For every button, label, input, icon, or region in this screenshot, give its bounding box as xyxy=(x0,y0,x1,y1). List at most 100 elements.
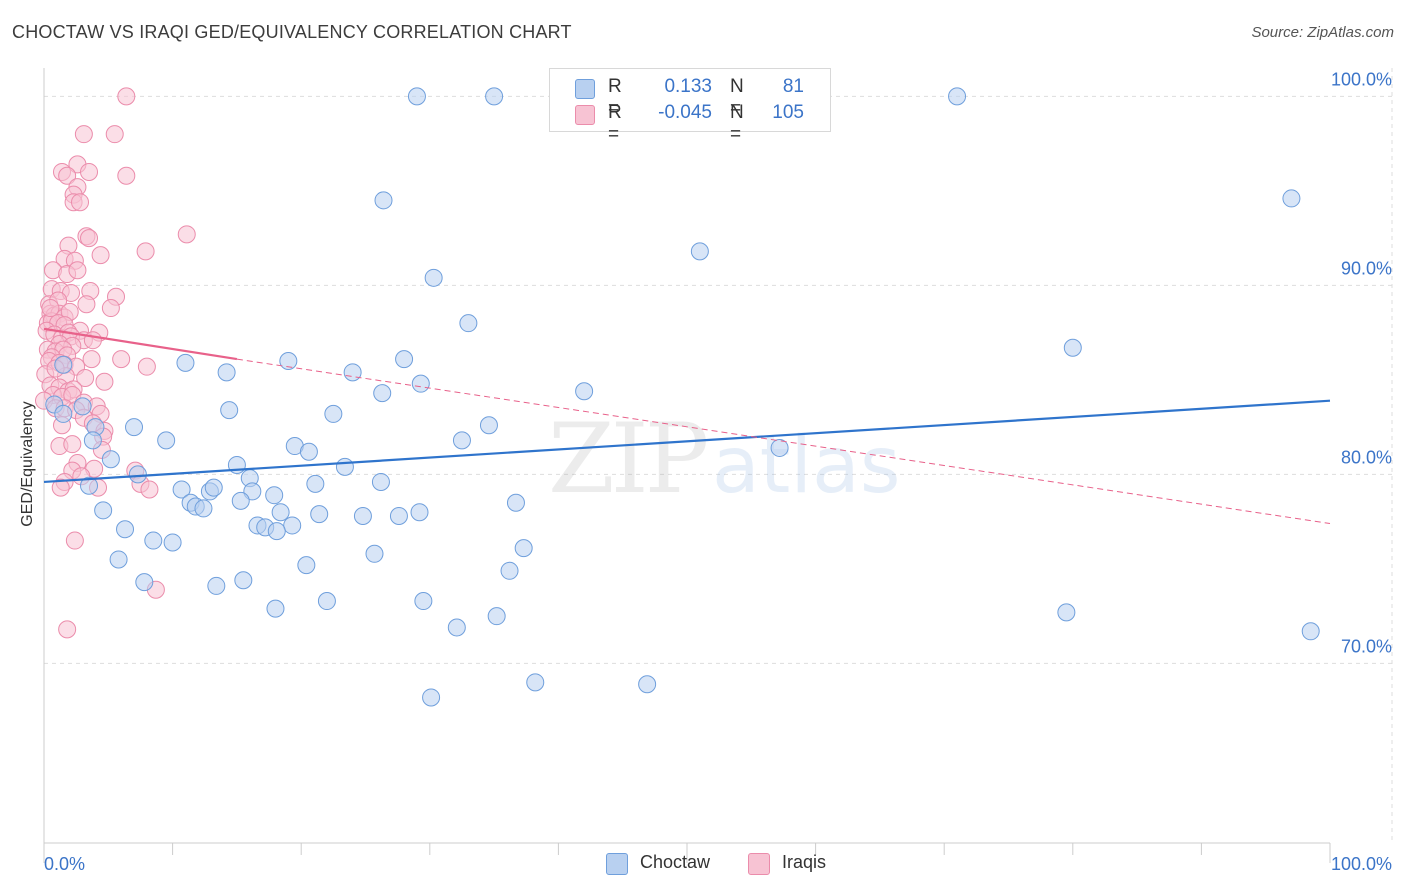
choctaw-point xyxy=(948,87,967,106)
choctaw-point xyxy=(267,522,286,541)
choctaw-point xyxy=(271,503,290,522)
choctaw-point xyxy=(395,350,414,369)
iraqis-point xyxy=(177,225,196,244)
iraqis-point xyxy=(95,372,114,391)
choctaw-point xyxy=(220,401,239,420)
choctaw-point xyxy=(83,431,102,450)
iraqis-point xyxy=(112,350,131,369)
choctaw-point xyxy=(306,474,325,493)
choctaw-point xyxy=(638,675,657,694)
choctaw-point xyxy=(231,491,250,510)
choctaw-point xyxy=(343,363,362,382)
choctaw-point xyxy=(526,673,545,692)
r-value: 0.133 xyxy=(664,76,712,97)
choctaw-point xyxy=(1301,622,1320,641)
watermark-zip: ZIP xyxy=(548,403,707,515)
iraqis-legend-swatch xyxy=(748,853,770,875)
x-tick-label: 0.0% xyxy=(44,854,85,874)
iraqis-point xyxy=(101,299,120,318)
iraqis-point xyxy=(68,261,87,280)
source-credit: Source: ZipAtlas.com xyxy=(1251,24,1394,41)
iraqis-point xyxy=(77,295,96,314)
choctaw-point xyxy=(770,438,789,457)
choctaw-point xyxy=(411,374,430,393)
r-label: R = xyxy=(608,102,622,145)
choctaw-point xyxy=(266,599,285,618)
choctaw-point xyxy=(373,384,392,403)
trend-lines xyxy=(43,327,1331,525)
choctaw-point xyxy=(414,592,433,611)
choctaw-point xyxy=(80,476,99,495)
choctaw-point xyxy=(324,404,343,423)
choctaw-point xyxy=(299,442,318,461)
iraqis-trend-line-dashed xyxy=(236,358,1331,525)
legend-label-iraqis: Iraqis xyxy=(782,852,827,872)
choctaw-point xyxy=(353,506,372,525)
choctaw-point xyxy=(101,450,120,469)
choctaw-point xyxy=(297,556,316,575)
choctaw-point xyxy=(487,607,506,626)
r-value: -0.045 xyxy=(658,102,712,123)
iraqis-point xyxy=(58,166,77,185)
iraqis-point xyxy=(137,357,156,376)
choctaw-point xyxy=(447,618,466,637)
iraqis-point xyxy=(51,478,70,497)
choctaw-point xyxy=(73,397,92,416)
choctaw-point xyxy=(479,416,498,435)
choctaw-point xyxy=(485,87,504,106)
choctaw-point xyxy=(54,404,73,423)
choctaw-point xyxy=(422,688,441,707)
choctaw-point xyxy=(157,431,176,450)
choctaw-point xyxy=(176,353,195,372)
n-label: N = xyxy=(730,76,744,119)
iraqis-trend-line xyxy=(43,327,238,361)
choctaw-point xyxy=(407,87,426,106)
y-axis-title: GED/Equivalency xyxy=(19,401,36,527)
choctaw-point xyxy=(279,351,298,370)
choctaw-point xyxy=(144,531,163,550)
choctaw-point xyxy=(514,539,533,558)
iraqis-point xyxy=(65,531,84,550)
choctaw-point xyxy=(506,493,525,512)
choctaw-points xyxy=(45,87,1320,707)
iraqis-point xyxy=(91,246,110,265)
choctaw-swatch xyxy=(575,79,595,99)
n-label: N = xyxy=(730,102,744,145)
watermark: ZIP atlas xyxy=(548,403,901,515)
choctaw-point xyxy=(125,418,144,437)
choctaw-point xyxy=(317,592,336,611)
choctaw-point xyxy=(452,431,471,450)
choctaw-point xyxy=(172,480,191,499)
iraqis-point xyxy=(117,166,136,185)
choctaw-point xyxy=(310,505,329,524)
axes xyxy=(43,68,1331,863)
iraqis-point xyxy=(63,435,82,454)
choctaw-point xyxy=(389,506,408,525)
choctaw-point xyxy=(135,573,154,592)
iraqis-point xyxy=(80,229,99,248)
choctaw-point xyxy=(283,516,302,535)
choctaw-point xyxy=(265,486,284,505)
watermark-atlas: atlas xyxy=(712,421,901,511)
choctaw-point xyxy=(109,550,128,569)
y-tick-label: 80.0% xyxy=(1341,447,1392,467)
choctaw-point xyxy=(234,571,253,590)
choctaw-point xyxy=(1282,189,1301,208)
choctaw-legend-swatch xyxy=(606,853,628,875)
iraqis-point xyxy=(83,331,102,350)
choctaw-point xyxy=(1057,603,1076,622)
choctaw-point xyxy=(1063,338,1082,357)
y-tick-label: 70.0% xyxy=(1341,636,1392,656)
x-tick-label: 100.0% xyxy=(1331,854,1392,874)
r-label: R = xyxy=(608,76,622,119)
iraqis-point xyxy=(41,299,60,318)
chart-title: CHOCTAW VS IRAQI GED/EQUIVALENCY CORRELA… xyxy=(12,22,572,42)
iraqis-point xyxy=(117,87,136,106)
choctaw-point xyxy=(335,457,354,476)
stats-legend: R = 0.133 N = 81 R = -0.045 N = 105 xyxy=(549,68,831,145)
y-axis-title-wrap: GED/Equivalency xyxy=(18,0,38,892)
iraqis-point xyxy=(82,350,101,369)
iraqis-point xyxy=(74,125,93,144)
choctaw-point xyxy=(690,242,709,261)
choctaw-point xyxy=(500,561,519,580)
